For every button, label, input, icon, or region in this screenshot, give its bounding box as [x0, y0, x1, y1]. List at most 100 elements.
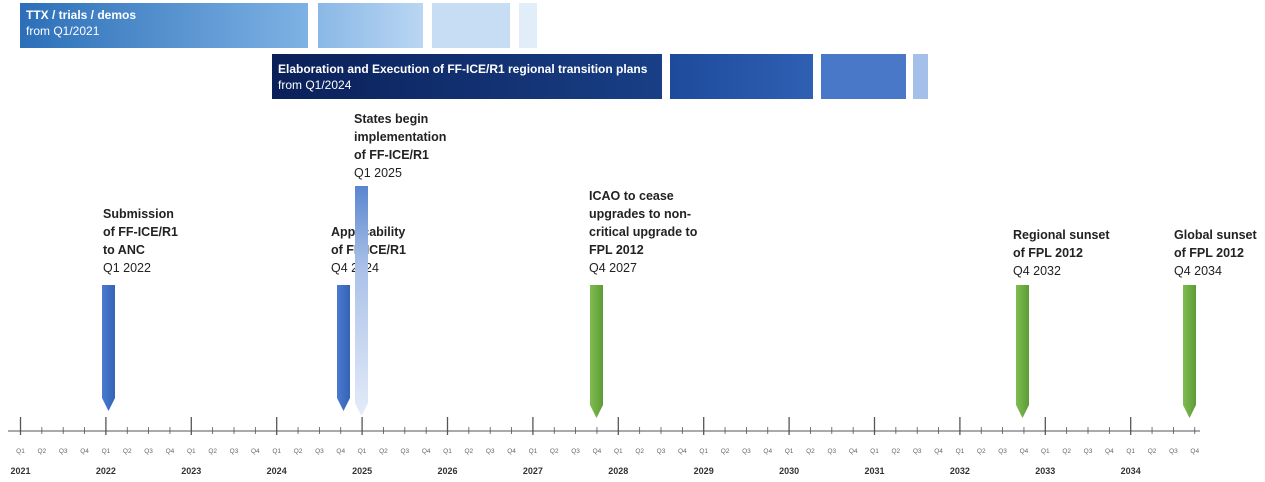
timeline-axis: Q1 Q2 Q3 Q4 2021 Q1 Q2 Q3 Q4 2022 Q1 Q2 Q3 Q4 2023 Q1 Q2…: [10, 417, 1199, 476]
quarter-label: Q4: [80, 448, 89, 455]
quarter-label: Q4: [849, 448, 858, 455]
milestone-pin: [337, 285, 350, 411]
elab-bar-segment: [913, 54, 928, 99]
quarter-label: Q3: [1084, 448, 1093, 455]
quarter-label: Q3: [913, 448, 922, 455]
quarter-label: Q2: [550, 448, 559, 455]
quarter-label: Q4: [934, 448, 943, 455]
quarter-label: Q1: [785, 448, 794, 455]
milestone-date: Q1 2025: [354, 166, 402, 180]
elab-bar-text: Elaboration and Execution of FF-ICE/R1 r…: [278, 61, 647, 93]
quarter-label: Q3: [315, 448, 324, 455]
year-label: 2031: [864, 466, 884, 476]
quarter-label: Q2: [892, 448, 901, 455]
milestone-pin: [355, 186, 368, 416]
quarter-label: Q1: [614, 448, 623, 455]
quarter-label: Q1: [102, 448, 111, 455]
quarter-label: Q3: [144, 448, 153, 455]
quarter-label: Q4: [336, 448, 345, 455]
quarter-label: Q2: [294, 448, 303, 455]
milestone-title: ICAO to cease upgrades to non- critical …: [589, 189, 698, 257]
quarter-label: Q2: [123, 448, 132, 455]
year-label: 2028: [608, 466, 628, 476]
quarter-label: Q4: [507, 448, 516, 455]
quarter-label: Q3: [742, 448, 751, 455]
quarter-label: Q1: [272, 448, 281, 455]
ttx-bar-main: [20, 3, 308, 48]
quarter-label: Q4: [1105, 448, 1114, 455]
ttx-bar-title: TTX / trials / demos: [26, 8, 137, 22]
quarter-label: Q2: [635, 448, 644, 455]
quarter-label: Q4: [166, 448, 175, 455]
quarter-label: Q2: [806, 448, 815, 455]
milestone-label: Global sunset of FPL 2012 Q4 2034: [1174, 226, 1257, 280]
quarter-label: Q3: [571, 448, 580, 455]
quarter-label: Q3: [230, 448, 239, 455]
milestone-label: ICAO to cease upgrades to non- critical …: [589, 187, 697, 277]
quarter-label: Q4: [422, 448, 431, 455]
quarter-label: Q4: [593, 448, 602, 455]
year-label: 2029: [694, 466, 714, 476]
year-label: 2024: [267, 466, 287, 476]
year-label: 2033: [1035, 466, 1055, 476]
quarter-label: Q2: [1062, 448, 1071, 455]
milestone-label: Submission of FF-ICE/R1 to ANC Q1 2022: [103, 205, 178, 277]
milestone-label: States begin implementation of FF-ICE/R1…: [354, 110, 446, 182]
year-label: 2034: [1121, 466, 1141, 476]
quarter-label: Q4: [678, 448, 687, 455]
quarter-label: Q3: [486, 448, 495, 455]
year-label: 2021: [10, 466, 30, 476]
quarter-label: Q1: [1126, 448, 1135, 455]
quarter-label: Q2: [721, 448, 730, 455]
milestone-date: Q1 2022: [103, 261, 151, 275]
year-label: 2026: [437, 466, 457, 476]
year-label: 2022: [96, 466, 116, 476]
milestone-title: Submission of FF-ICE/R1 to ANC: [103, 207, 178, 257]
milestone-pin: [102, 285, 115, 411]
milestone-label: Regional sunset of FPL 2012 Q4 2032: [1013, 226, 1110, 280]
quarter-label: Q1: [187, 448, 196, 455]
elab-bar-title: Elaboration and Execution of FF-ICE/R1 r…: [278, 62, 648, 76]
milestone-date: Q4 2032: [1013, 264, 1061, 278]
quarter-label: Q3: [1169, 448, 1178, 455]
quarter-label: Q3: [59, 448, 68, 455]
quarter-label: Q1: [16, 448, 25, 455]
quarter-label: Q1: [443, 448, 452, 455]
ttx-bar-segment: [432, 3, 510, 48]
year-label: 2023: [181, 466, 201, 476]
quarter-label: Q2: [977, 448, 986, 455]
quarter-label: Q2: [465, 448, 474, 455]
ttx-bar-segment: [318, 3, 423, 48]
quarter-label: Q4: [1190, 448, 1199, 455]
quarter-label: Q1: [1041, 448, 1050, 455]
year-label: 2025: [352, 466, 372, 476]
ttx-bar-subtitle: from Q1/2021: [26, 24, 100, 38]
quarter-label: Q1: [529, 448, 538, 455]
quarter-label: Q2: [208, 448, 217, 455]
quarter-label: Q3: [657, 448, 666, 455]
quarter-label: Q1: [956, 448, 965, 455]
milestone-pin: [590, 285, 603, 418]
year-label: 2032: [950, 466, 970, 476]
milestone-pin: [1016, 285, 1029, 418]
year-label: 2030: [779, 466, 799, 476]
quarter-label: Q1: [358, 448, 367, 455]
quarter-label: Q3: [827, 448, 836, 455]
milestone-title: Global sunset of FPL 2012: [1174, 228, 1257, 260]
quarter-label: Q4: [1020, 448, 1029, 455]
quarter-label: Q2: [1148, 448, 1157, 455]
elab-bar-main: [272, 54, 662, 99]
milestone-title: Regional sunset of FPL 2012: [1013, 228, 1110, 260]
elab-bar-subtitle: from Q1/2024: [278, 78, 352, 92]
quarter-label: Q4: [251, 448, 260, 455]
milestone-date: Q4 2034: [1174, 264, 1222, 278]
milestone-title: States begin implementation of FF-ICE/R1: [354, 112, 447, 162]
quarter-label: Q1: [699, 448, 708, 455]
elab-bar-segment: [821, 54, 906, 99]
ttx-bar-segment: [519, 3, 537, 48]
ttx-bar-text: TTX / trials / demos from Q1/2021: [26, 7, 136, 39]
quarter-label: Q3: [998, 448, 1007, 455]
quarter-label: Q2: [379, 448, 388, 455]
quarter-label: Q4: [763, 448, 772, 455]
year-label: 2027: [523, 466, 543, 476]
